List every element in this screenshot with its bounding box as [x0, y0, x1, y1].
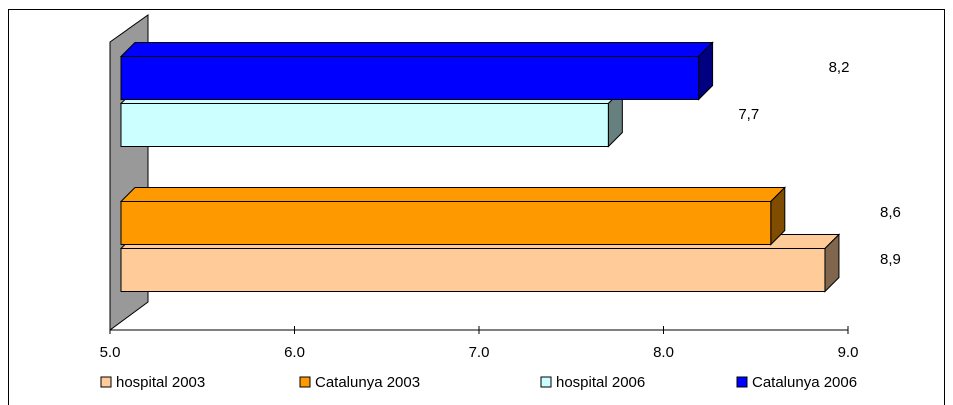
x-tick-label: 6.0 — [284, 344, 305, 361]
bar — [120, 56, 700, 100]
bar-top — [119, 42, 714, 57]
x-tick-label: 8.0 — [653, 344, 674, 361]
bar — [120, 103, 609, 147]
legend-label: hospital 2003 — [116, 374, 205, 391]
legend-swatch — [299, 376, 311, 388]
x-tick-label: 9.0 — [838, 344, 859, 361]
legend-swatch — [100, 376, 112, 388]
value-label: 8,2 — [829, 59, 850, 76]
bar-top — [119, 187, 787, 202]
x-tick-label: 5.0 — [100, 344, 121, 361]
legend-label: hospital 2006 — [556, 374, 645, 391]
bar — [120, 201, 772, 245]
value-label: 8,9 — [880, 251, 901, 268]
legend-swatch — [736, 376, 748, 388]
value-label: 7,7 — [738, 106, 759, 123]
value-label: 8,6 — [880, 204, 901, 221]
legend-label: Catalunya 2006 — [752, 374, 857, 391]
chart-border — [8, 9, 945, 405]
x-tick-label: 7.0 — [469, 344, 490, 361]
bar — [120, 248, 826, 292]
legend-label: Catalunya 2003 — [315, 374, 420, 391]
legend-swatch — [540, 376, 552, 388]
